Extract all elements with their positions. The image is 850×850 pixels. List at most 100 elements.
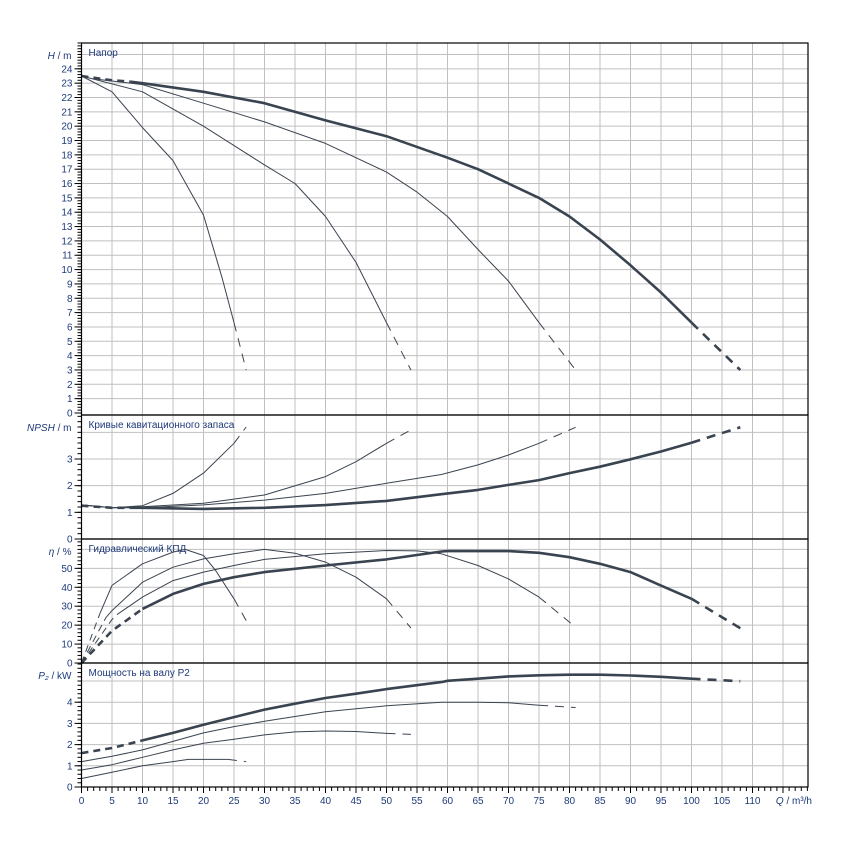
y-axis-symbol: NPSH [27,423,56,434]
y-axis-label: η / % [49,547,72,558]
curve-dashed-start [81,617,107,664]
x-tick-label: 20 [198,796,210,807]
y-tick-label: 24 [61,64,73,75]
x-tick-label: 15 [167,796,179,807]
y-axis-unit: / m [58,423,72,434]
y-tick-label: 2 [67,481,73,492]
x-tick-label: 75 [533,796,545,807]
x-tick-label: 35 [289,796,301,807]
x-tick-label: 45 [350,796,362,807]
curve-3 [93,78,540,323]
y-tick-label: 10 [61,265,73,276]
y-axis-symbol: η [49,547,55,558]
curve-dashed-start [81,613,101,664]
curve-dashed-end [233,598,247,621]
y-tick-label: 3 [67,365,73,376]
y-tick-label: 0 [67,535,73,546]
curve-3 [81,701,540,763]
y-tick-label: 10 [61,640,73,651]
curve-3 [81,442,540,509]
y-tick-label: 4 [67,698,73,709]
curve-1 [81,758,228,779]
x-tick-label: 25 [228,796,240,807]
panel-3: 0 1 2 3 4 P₂ / kW Мощность на валу P2 [38,662,809,794]
y-tick-label: 11 [62,251,73,262]
x-tick-label: 60 [442,796,454,807]
x-tick-label: 40 [320,796,332,807]
curve-dashed-end [233,322,247,371]
y-tick-label: 23 [61,79,73,90]
x-tick-label: 80 [564,796,576,807]
y-tick-label: 21 [61,107,73,118]
panel-title: Кривые кавитационного запаса [89,420,235,431]
curve-dashed-start [81,74,131,83]
panel-title: Гидравлический КПД [89,544,187,555]
x-tick-label: 95 [655,796,667,807]
panel-border [80,414,809,540]
curve-dashed-end [691,677,741,683]
y-tick-label: 1 [67,761,73,772]
y-tick-label: 40 [61,583,73,594]
y-tick-label: 3 [67,455,73,466]
curve-dashed-start [81,504,131,510]
curve-dashed-end [233,426,247,444]
curve-1 [81,442,235,509]
y-tick-label: 0 [67,408,73,419]
x-tick-label: 10 [137,796,149,807]
x-tick-label: 105 [714,796,731,807]
curve-dashed-start [80,607,144,664]
y-tick-label: 14 [61,208,73,219]
x-tick-label: 55 [411,796,423,807]
x-tick-label: 50 [381,796,393,807]
y-axis-symbol: P₂ [38,671,49,682]
y-tick-label: 8 [67,294,73,305]
y-tick-label: 0 [67,659,73,670]
y-axis-symbol: H [48,51,56,62]
curve-dashed-start [81,739,143,755]
x-tick-label: 5 [109,796,115,807]
y-axis-unit: / % [57,547,72,558]
y-axis-label: P₂ / kW [38,671,72,682]
curve-2 [105,548,387,618]
x-tick-label: 0 [79,796,85,807]
y-tick-label: 30 [61,602,73,613]
y-tick-label: 18 [61,150,73,161]
panel-0: 0123456789101112131415161718192021222324… [48,42,809,419]
y-axis-unit: / m [58,51,72,62]
y-tick-label: 20 [61,122,73,133]
x-axis-symbol: Q [776,796,784,807]
x-axis-unit: / m³/h [786,796,812,807]
y-tick-label: 20 [61,621,73,632]
x-tick-label: 30 [259,796,271,807]
y-tick-label: 15 [61,193,73,204]
x-tick-label: 70 [503,796,515,807]
x-axis-label: Q / m³/h [776,796,812,807]
curve-dashed-end [538,704,576,708]
curve-3 [117,550,540,615]
curve-dashed-end [690,321,742,371]
y-tick-label: 19 [61,136,73,147]
panel-title: Мощность на валу P2 [89,668,191,679]
curve-dashed-end [386,429,412,444]
curve-4 [141,549,693,611]
y-tick-label: 5 [67,337,73,348]
y-tick-label: 9 [67,279,73,290]
y-tick-label: 2 [67,740,73,751]
panel-title: Напор [89,48,119,59]
curve-4 [142,673,692,742]
curve-dashed-end [538,322,576,371]
y-tick-label: 1 [67,394,73,405]
y-tick-label: 12 [61,236,73,247]
y-tick-label: 2 [67,380,73,391]
x-tick-label: 100 [683,796,700,807]
y-tick-label: 3 [67,719,73,730]
y-tick-label: 0 [67,783,73,794]
y-axis-label: H / m [48,51,72,62]
y-tick-label: 6 [67,322,73,333]
curve-dashed-end [227,758,247,763]
y-tick-label: 1 [67,508,73,519]
curve-1 [81,75,235,323]
y-axis-label: NPSH / m [27,423,71,434]
panel-2: 0 10 20 30 40 50 η / % Гидравлический КПД [49,538,809,670]
